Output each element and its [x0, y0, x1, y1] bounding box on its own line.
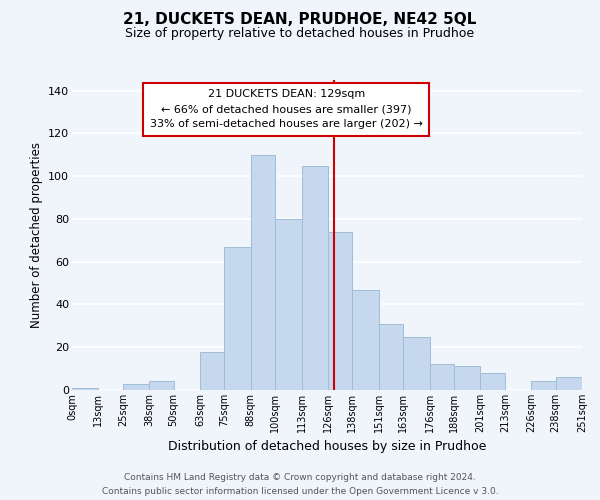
- Bar: [224, 247, 251, 390]
- Y-axis label: Number of detached properties: Number of detached properties: [29, 142, 43, 328]
- Bar: [403, 336, 430, 390]
- Text: Size of property relative to detached houses in Prudhoe: Size of property relative to detached ho…: [125, 28, 475, 40]
- Bar: [454, 366, 481, 390]
- Text: 21 DUCKETS DEAN: 129sqm
← 66% of detached houses are smaller (397)
33% of semi-d: 21 DUCKETS DEAN: 129sqm ← 66% of detache…: [150, 90, 422, 129]
- Text: Contains public sector information licensed under the Open Government Licence v : Contains public sector information licen…: [101, 486, 499, 496]
- Bar: [556, 377, 582, 390]
- Bar: [149, 382, 173, 390]
- Bar: [531, 382, 556, 390]
- Bar: [302, 166, 328, 390]
- Bar: [72, 388, 98, 390]
- Bar: [430, 364, 454, 390]
- Text: 21, DUCKETS DEAN, PRUDHOE, NE42 5QL: 21, DUCKETS DEAN, PRUDHOE, NE42 5QL: [124, 12, 476, 28]
- Bar: [275, 219, 302, 390]
- Bar: [379, 324, 403, 390]
- Bar: [200, 352, 224, 390]
- X-axis label: Distribution of detached houses by size in Prudhoe: Distribution of detached houses by size …: [168, 440, 486, 454]
- Bar: [123, 384, 149, 390]
- Bar: [352, 290, 379, 390]
- Bar: [481, 373, 505, 390]
- Text: Contains HM Land Registry data © Crown copyright and database right 2024.: Contains HM Land Registry data © Crown c…: [124, 473, 476, 482]
- Bar: [328, 232, 352, 390]
- Bar: [251, 155, 275, 390]
